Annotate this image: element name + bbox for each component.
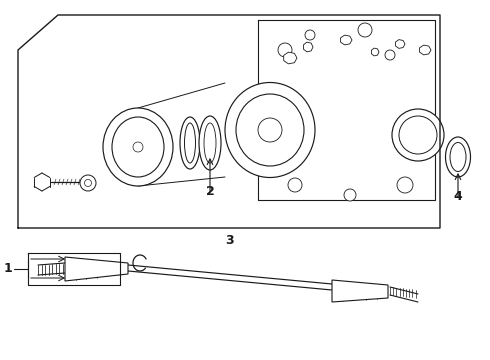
Circle shape xyxy=(358,23,372,37)
Text: 3: 3 xyxy=(225,234,233,247)
Ellipse shape xyxy=(236,94,304,166)
Circle shape xyxy=(344,189,356,201)
Circle shape xyxy=(278,43,292,57)
Text: 4: 4 xyxy=(454,190,463,203)
Ellipse shape xyxy=(199,116,221,170)
Polygon shape xyxy=(419,45,431,55)
Ellipse shape xyxy=(103,108,173,186)
Circle shape xyxy=(397,177,413,193)
Circle shape xyxy=(133,142,143,152)
Ellipse shape xyxy=(392,109,444,161)
Polygon shape xyxy=(395,40,405,48)
Ellipse shape xyxy=(185,123,196,163)
Polygon shape xyxy=(332,280,388,302)
Circle shape xyxy=(385,50,395,60)
Circle shape xyxy=(80,175,96,191)
Polygon shape xyxy=(371,48,379,56)
Ellipse shape xyxy=(445,137,470,177)
Ellipse shape xyxy=(180,117,200,169)
Polygon shape xyxy=(341,35,352,45)
Ellipse shape xyxy=(225,82,315,177)
Polygon shape xyxy=(65,257,128,281)
Text: 1: 1 xyxy=(3,262,12,275)
Polygon shape xyxy=(303,42,313,52)
Ellipse shape xyxy=(112,117,164,177)
Text: 2: 2 xyxy=(206,185,215,198)
Circle shape xyxy=(305,30,315,40)
Circle shape xyxy=(288,178,302,192)
Polygon shape xyxy=(284,52,297,64)
Circle shape xyxy=(258,118,282,142)
